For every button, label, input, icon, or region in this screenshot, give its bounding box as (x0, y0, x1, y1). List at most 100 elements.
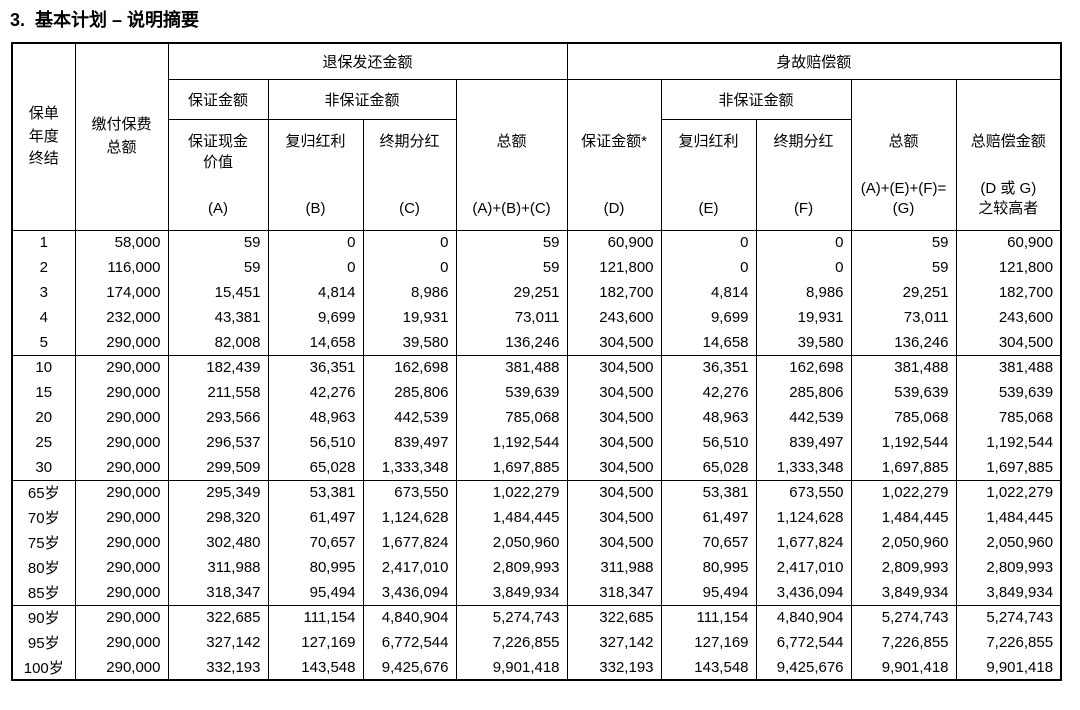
value-cell: 318,347 (167, 580, 269, 605)
death-guaranteed-letter: (D) (603, 200, 625, 218)
value-cell: 42,276 (660, 380, 757, 405)
value-cell: 539,639 (850, 380, 957, 405)
table-row: 10 290,000 182,439 36,351 162,698 381,488 304,… (11, 354, 1062, 380)
value-cell: 127,169 (660, 630, 757, 655)
value-cell: 299,509 (167, 455, 269, 480)
value-cell: 290,000 (74, 430, 169, 455)
value-cell: 29,251 (850, 280, 957, 305)
value-cell: 39,580 (755, 330, 852, 355)
value-cell: 290,000 (74, 455, 169, 480)
value-cell: 136,246 (455, 330, 568, 355)
policy-year-end-label: 保单 年度 终结 (28, 105, 59, 167)
value-cell: 1,124,628 (362, 505, 457, 530)
surrender-total-formula: (A)+(B)+(C) (472, 200, 551, 218)
value-cell: 48,963 (267, 405, 364, 430)
policy-year-cell: 4 (11, 305, 76, 330)
value-cell: 332,193 (566, 655, 662, 680)
value-cell: 59 (167, 229, 269, 255)
value-cell: 2,050,960 (455, 530, 568, 555)
value-cell: 0 (267, 229, 364, 255)
policy-year-cell: 80岁 (11, 555, 76, 580)
value-cell: 2,050,960 (955, 530, 1062, 555)
value-cell: 9,699 (267, 305, 364, 330)
value-cell: 2,417,010 (362, 555, 457, 580)
value-cell: 65,028 (267, 455, 364, 480)
value-cell: 7,226,855 (850, 630, 957, 655)
policy-year-end-header: 保单 年度 终结 (11, 42, 76, 231)
guaranteed-cash-value-header: 保证现金 价值 (A) (167, 118, 269, 231)
value-cell: 4,814 (267, 280, 364, 305)
value-cell: 2,809,993 (455, 555, 568, 580)
value-cell: 162,698 (755, 354, 852, 380)
table-row: 25 290,000 296,537 56,510 839,497 1,192,544 30… (11, 430, 1062, 455)
value-cell: 2,050,960 (850, 530, 957, 555)
value-cell: 182,700 (955, 280, 1062, 305)
surrender-terminal-dividend-header: 终期分红 (C) (362, 118, 457, 231)
value-cell: 127,169 (267, 630, 364, 655)
value-cell: 322,685 (167, 604, 269, 630)
value-cell: 29,251 (455, 280, 568, 305)
column-letter-a: (A) (208, 200, 228, 218)
death-guaranteed-header: 保证金额* (D) (566, 78, 662, 231)
policy-year-cell: 90岁 (11, 604, 76, 630)
table-row: 3 174,000 15,451 4,814 8,986 29,251 182,700 4,8… (11, 280, 1062, 305)
value-cell: 318,347 (566, 580, 662, 605)
value-cell: 80,995 (267, 555, 364, 580)
column-letter-c: (C) (399, 200, 420, 218)
policy-year-cell: 15 (11, 380, 76, 405)
value-cell: 4,840,904 (362, 604, 457, 630)
value-cell: 1,697,885 (455, 455, 568, 480)
surrender-guaranteed-header: 保证金额 (167, 78, 269, 120)
value-cell: 785,068 (850, 405, 957, 430)
death-total-header: 总额 (A)+(E)+(F)= (G) (850, 78, 957, 231)
value-cell: 290,000 (74, 630, 169, 655)
value-cell: 304,500 (566, 530, 662, 555)
policy-year-cell: 95岁 (11, 630, 76, 655)
value-cell: 14,658 (660, 330, 757, 355)
table-row: 4 232,000 43,381 9,699 19,931 73,011 243,600 9,… (11, 305, 1062, 330)
value-cell: 332,193 (167, 655, 269, 680)
value-cell: 3,849,934 (850, 580, 957, 605)
value-cell: 290,000 (74, 380, 169, 405)
total-benefit-label: 总赔偿金额 (970, 132, 1046, 150)
value-cell: 243,600 (955, 305, 1062, 330)
value-cell: 3,849,934 (455, 580, 568, 605)
column-letter-b: (B) (305, 200, 326, 218)
column-letter-f: (F) (793, 200, 814, 218)
value-cell: 1,192,544 (455, 430, 568, 455)
page-title: 3. 基本计划 – 说明摘要 (10, 10, 200, 30)
policy-year-cell: 75岁 (11, 530, 76, 555)
death-terminal-dividend-label: 终期分红 (773, 132, 834, 150)
death-reversionary-bonus-label: 复归红利 (678, 132, 739, 150)
value-cell: 53,381 (660, 479, 757, 505)
value-cell: 298,320 (167, 505, 269, 530)
table-row: 100岁 290,000 332,193 143,548 9,425,676 9,901,… (11, 655, 1062, 680)
total-benefit-formula: (D 或 G) 之较高者 (978, 180, 1039, 218)
surrender-group-header: 退保发还金额 (167, 42, 568, 80)
value-cell: 1,124,628 (755, 505, 852, 530)
value-cell: 290,000 (74, 354, 169, 380)
value-cell: 296,537 (167, 430, 269, 455)
value-cell: 290,000 (74, 530, 169, 555)
value-cell: 304,500 (566, 380, 662, 405)
value-cell: 1,333,348 (755, 455, 852, 480)
value-cell: 19,931 (755, 305, 852, 330)
value-cell: 58,000 (74, 229, 169, 255)
value-cell: 304,500 (566, 455, 662, 480)
value-cell: 2,809,993 (955, 555, 1062, 580)
value-cell: 116,000 (74, 255, 169, 280)
table-row: 2 116,000 59 0 0 59 121,800 0 0 59 121,800 (11, 255, 1062, 280)
death-reversionary-bonus-header: 复归红利 (E) (660, 118, 757, 231)
policy-year-cell: 85岁 (11, 580, 76, 605)
value-cell: 290,000 (74, 405, 169, 430)
value-cell: 304,500 (566, 505, 662, 530)
value-cell: 7,226,855 (955, 630, 1062, 655)
value-cell: 136,246 (850, 330, 957, 355)
value-cell: 0 (660, 255, 757, 280)
value-cell: 60,900 (955, 229, 1062, 255)
value-cell: 143,548 (267, 655, 364, 680)
value-cell: 290,000 (74, 580, 169, 605)
value-cell: 14,658 (267, 330, 364, 355)
death-total-formula: (A)+(E)+(F)= (G) (860, 180, 947, 218)
death-terminal-dividend-header: 终期分红 (F) (755, 118, 852, 231)
